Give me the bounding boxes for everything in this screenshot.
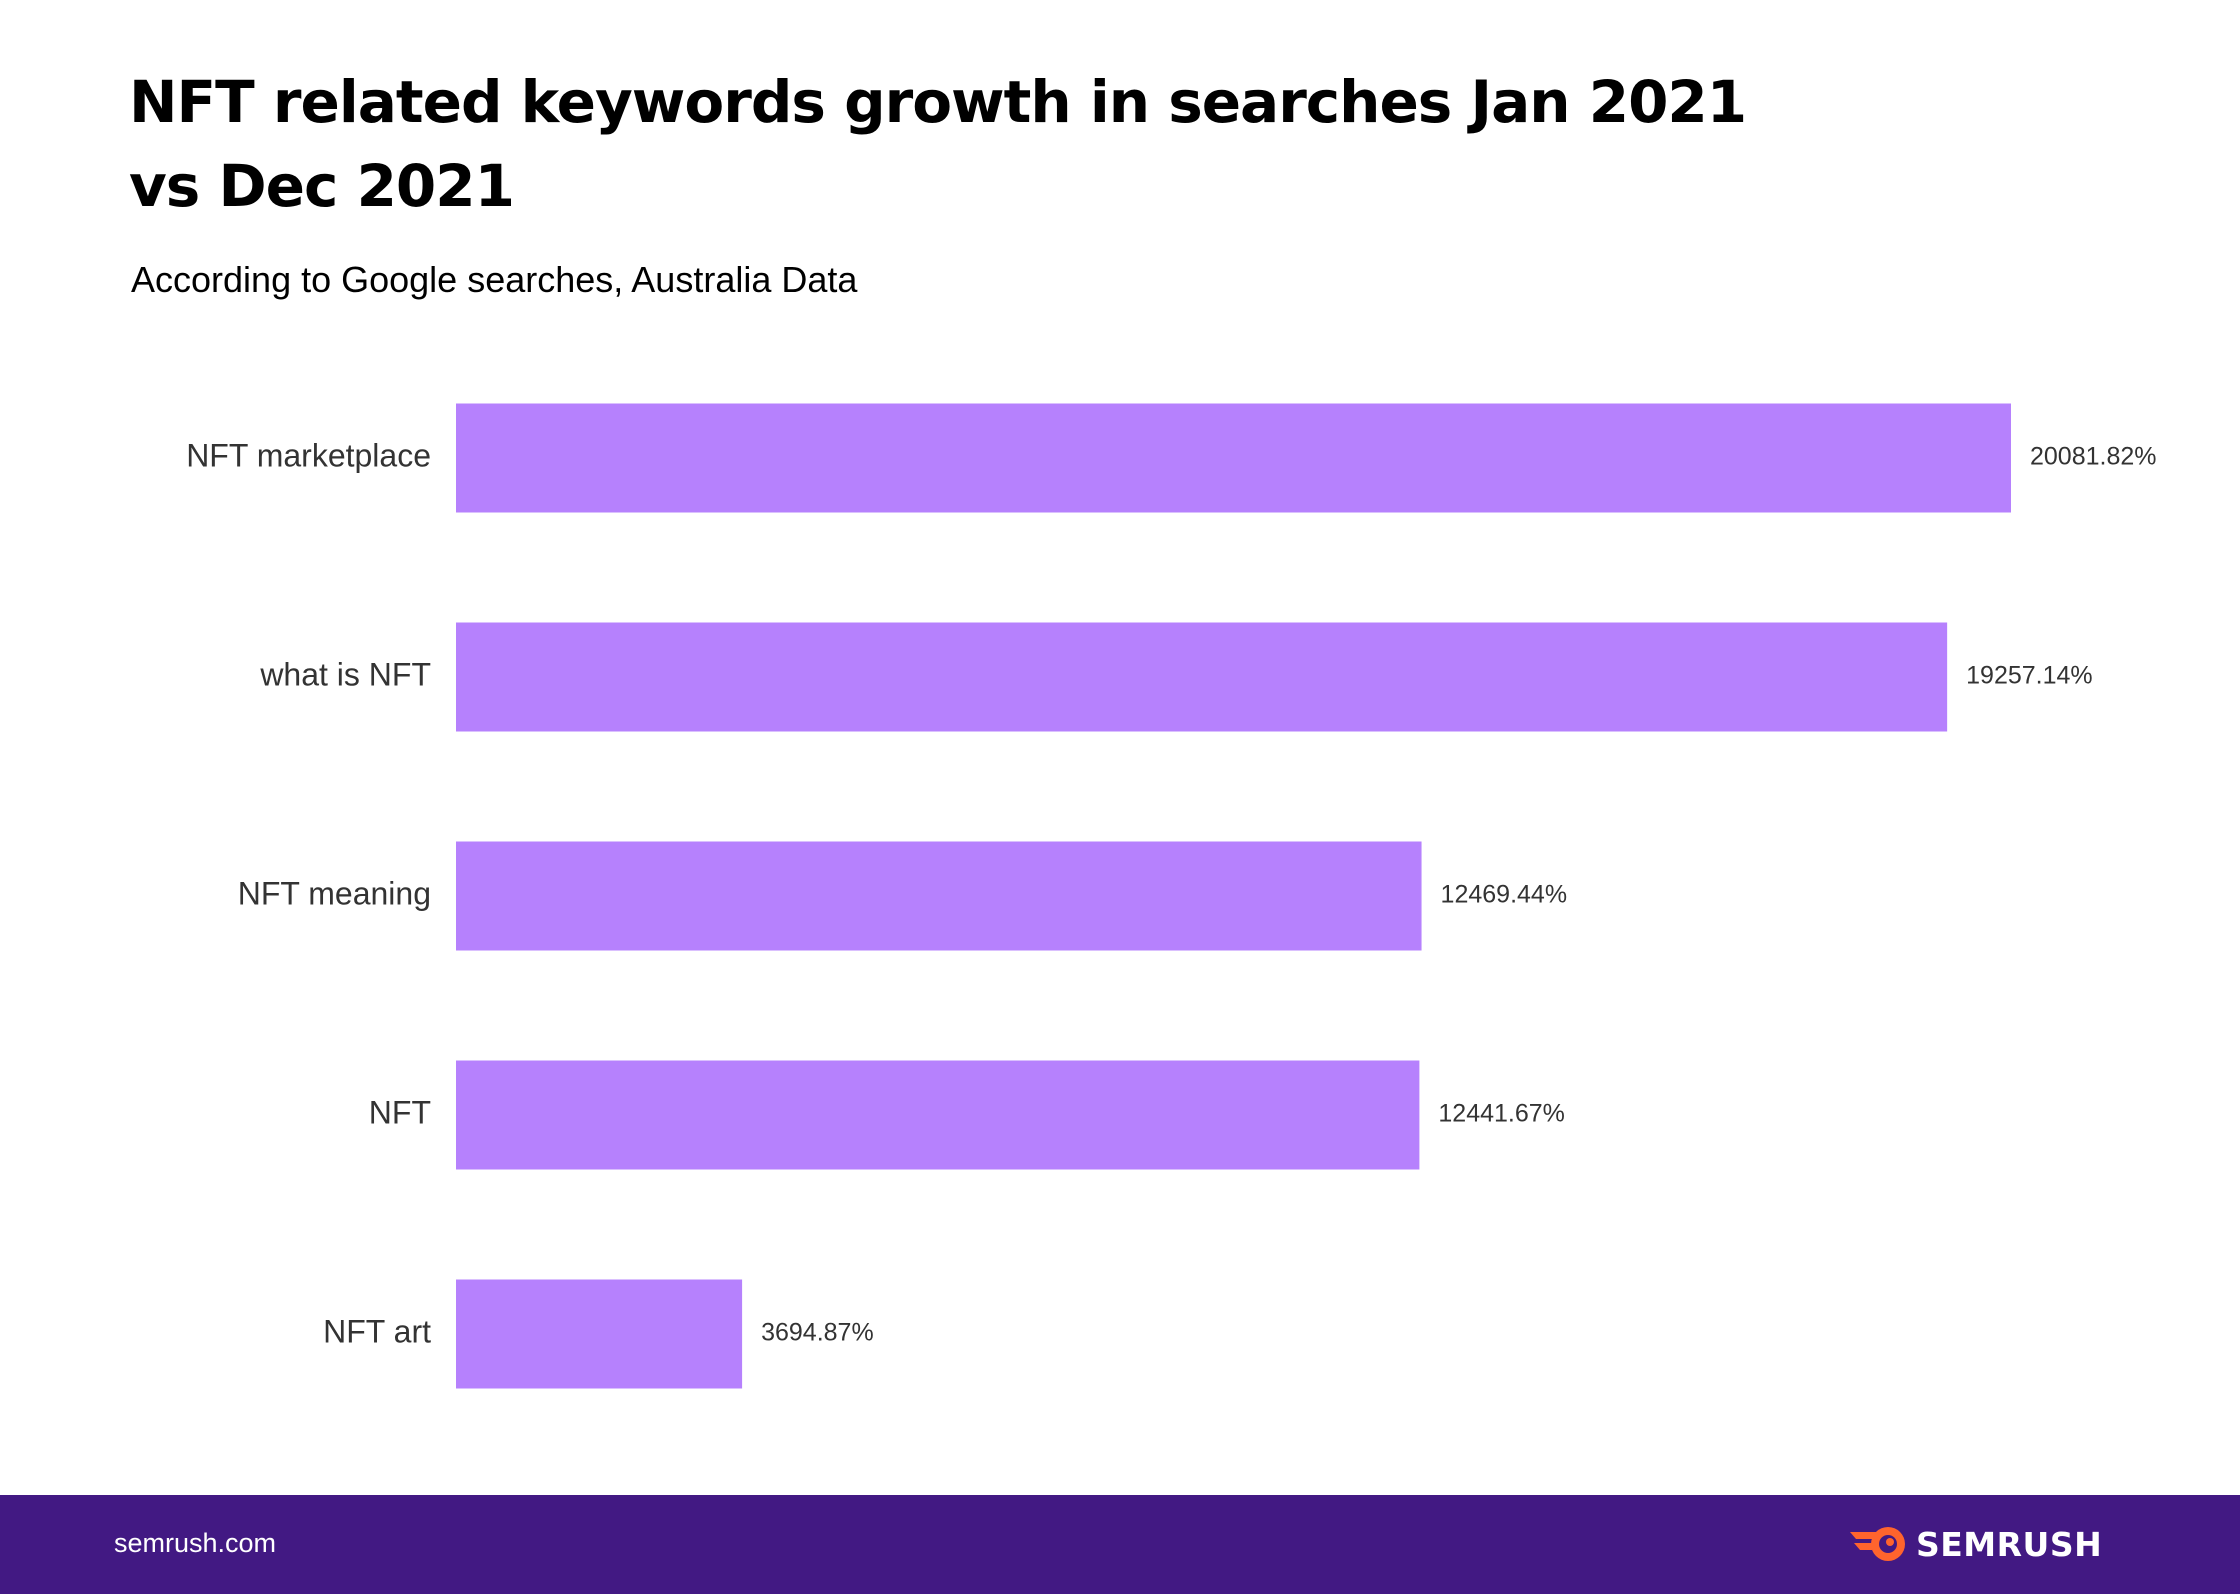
brand-name: SEMRUSH bbox=[1916, 1524, 2103, 1564]
category-label: NFT meaning bbox=[238, 875, 431, 911]
brand-logo: SEMRUSH bbox=[1848, 1519, 2102, 1569]
category-label: NFT marketplace bbox=[186, 437, 431, 473]
bars-group: NFT marketplace 20081.82% what is NFT 19257… bbox=[186, 403, 2157, 1389]
footer-bar: semrush.com SEMRUSH bbox=[0, 1495, 2240, 1594]
bar-nft-marketplace bbox=[456, 403, 2011, 513]
bar-chart: NFT marketplace 20081.82% what is NFT 19257… bbox=[186, 403, 2157, 1389]
value-label: 19257.14% bbox=[1966, 662, 2093, 690]
value-label: 12469.44% bbox=[1441, 881, 1568, 909]
value-label: 3694.87% bbox=[761, 1319, 874, 1347]
category-label: NFT bbox=[369, 1094, 431, 1130]
bar-nft-art bbox=[456, 1279, 743, 1389]
category-label: what is NFT bbox=[259, 656, 431, 692]
value-label: 12441.67% bbox=[1438, 1100, 1565, 1128]
chart-title: NFT related keywords growth in searches … bbox=[129, 68, 1747, 220]
bar-nft-meaning bbox=[456, 841, 1422, 951]
semrush-fireball-icon bbox=[1850, 1527, 1905, 1561]
value-label: 20081.82% bbox=[2030, 443, 2157, 471]
chart-subtitle: According to Google searches, Australia … bbox=[131, 259, 858, 300]
category-label: NFT art bbox=[323, 1313, 431, 1349]
footer-site-link[interactable]: semrush.com bbox=[114, 1528, 277, 1558]
bar-nft bbox=[456, 1060, 1420, 1170]
bar-what-is-nft bbox=[456, 622, 1948, 732]
